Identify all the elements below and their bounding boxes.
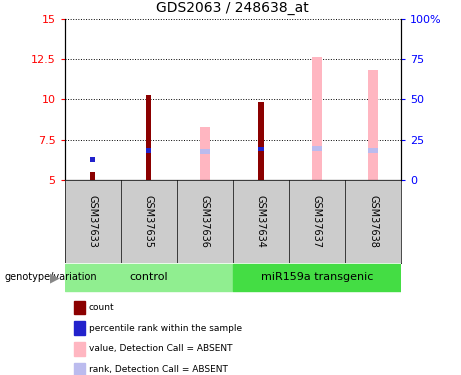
Bar (146, 94, 152, 180)
Text: control: control (130, 273, 168, 282)
Text: miR159a transgenic: miR159a transgenic (261, 273, 373, 282)
Bar (90, 158, 95, 162)
Bar (146, 148, 152, 153)
Bar (258, 147, 264, 151)
Bar (258, 102, 264, 180)
Text: GSM37635: GSM37635 (144, 195, 154, 248)
Text: genotype/variation: genotype/variation (5, 273, 97, 282)
Text: rank, Detection Call = ABSENT: rank, Detection Call = ABSENT (89, 365, 227, 374)
Title: GDS2063 / 248638_at: GDS2063 / 248638_at (156, 1, 309, 15)
Bar (368, 148, 378, 153)
Bar (90, 172, 95, 180)
FancyBboxPatch shape (65, 264, 233, 291)
Text: ▶: ▶ (50, 271, 60, 284)
Bar (200, 149, 210, 154)
Bar (312, 57, 322, 180)
Text: percentile rank within the sample: percentile rank within the sample (89, 324, 242, 333)
Text: GSM37633: GSM37633 (88, 195, 98, 248)
Bar (368, 69, 378, 180)
Text: GSM37638: GSM37638 (368, 195, 378, 248)
Text: value, Detection Call = ABSENT: value, Detection Call = ABSENT (89, 344, 232, 353)
Text: GSM37636: GSM37636 (200, 195, 210, 248)
Text: GSM37634: GSM37634 (256, 195, 266, 248)
Text: GSM37637: GSM37637 (312, 195, 322, 248)
FancyBboxPatch shape (233, 264, 401, 291)
Bar (312, 146, 322, 151)
Text: count: count (89, 303, 114, 312)
Bar (200, 127, 210, 180)
